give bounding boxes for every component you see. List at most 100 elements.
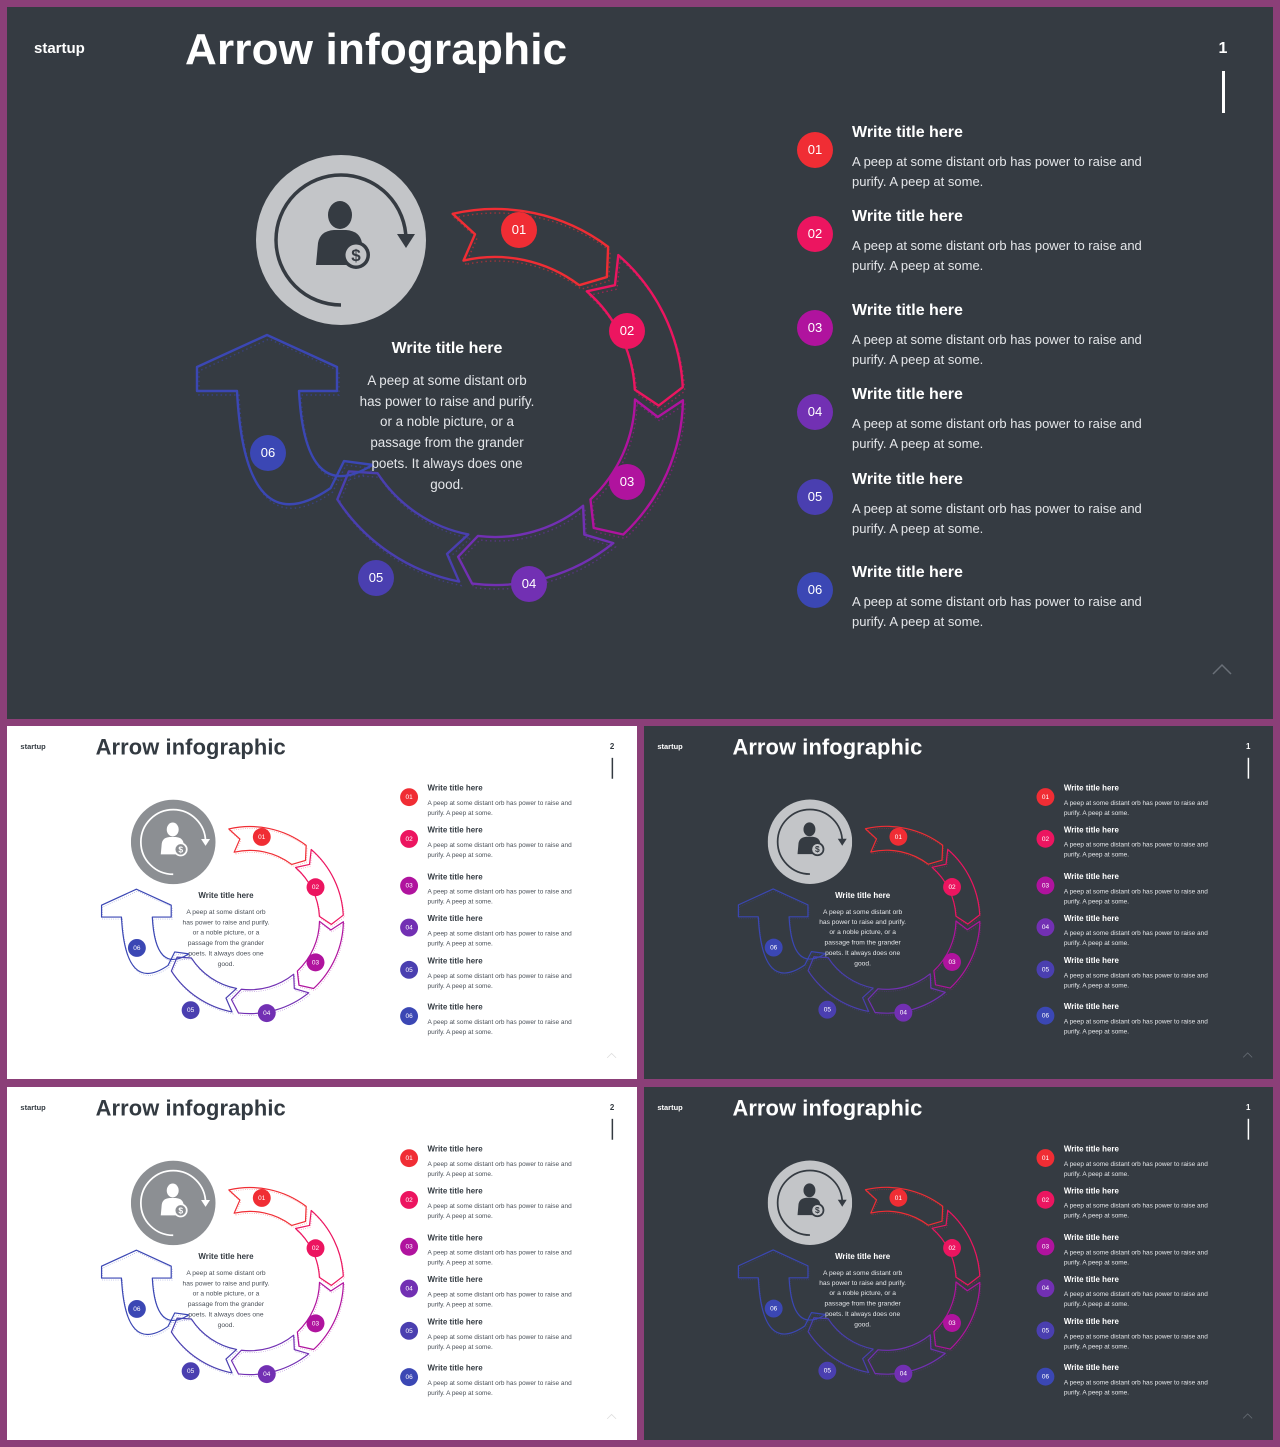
segment-number-03: 03 <box>306 953 325 972</box>
slide-title: Arrow infographic <box>732 734 923 760</box>
center-title: Write title here <box>198 891 254 901</box>
arrow-segment-05 <box>170 956 238 1013</box>
chevron-up-icon[interactable] <box>1242 1052 1253 1058</box>
list-item-title: Write title here <box>1063 1363 1119 1373</box>
list-number-badge: 05 <box>400 1321 419 1340</box>
slide-canvas: startup Arrow infographic 2 $ <box>7 726 637 1079</box>
list-item-title: Write title here <box>427 1317 483 1327</box>
segment-number-06: 06 <box>127 1299 146 1318</box>
segment-number-02: 02 <box>306 1239 325 1258</box>
segment-number-05: 05 <box>358 560 394 596</box>
arrow-segment-shadow <box>591 402 686 540</box>
list-item-description: A peep at some distant orb has power to … <box>427 929 572 947</box>
list-item-title: Write title here <box>427 1364 483 1373</box>
arrow-segment-shadow <box>297 1283 345 1352</box>
list-item-description: A peep at some distant orb has power to … <box>852 238 1142 273</box>
arrow-segment-shadow <box>934 922 982 991</box>
chevron-up-icon[interactable] <box>606 1413 617 1420</box>
arrow-segment-05 <box>807 956 874 1013</box>
svg-text:$: $ <box>351 246 361 265</box>
svg-text:$: $ <box>178 844 183 854</box>
segment-number-04: 04 <box>894 1364 913 1383</box>
chevron-up-icon[interactable] <box>1212 663 1232 675</box>
list-item-title: Write title here <box>1063 872 1119 882</box>
arrow-segment-01 <box>451 207 610 287</box>
chevron-up-icon[interactable] <box>1242 1413 1253 1419</box>
list-item-description: A peep at some distant orb has power to … <box>427 1160 572 1178</box>
arrow-cycle-diagram <box>100 1186 345 1377</box>
slide-main: startup Arrow infographic 1 $ <box>7 7 1273 719</box>
list-item-description: A peep at some distant orb has power to … <box>427 1018 572 1036</box>
list-number-badge: 01 <box>400 1149 419 1168</box>
chevron-up-icon[interactable] <box>606 1052 617 1059</box>
list-number-badge: 05 <box>400 960 419 979</box>
list-item-title: Write title here <box>427 1233 483 1243</box>
list-item-title: Write title here <box>427 914 483 924</box>
arrow-segment-shadow <box>338 474 472 587</box>
slide-thumb-4[interactable]: startup Arrow infographic 1 $ <box>644 1087 1273 1440</box>
list-number-badge: 04 <box>1036 1279 1055 1298</box>
center-title: Write title here <box>198 1252 254 1262</box>
slide-thumb-2[interactable]: startup Arrow infographic 1 $ <box>644 726 1273 1079</box>
segment-number-05: 05 <box>818 1000 837 1019</box>
list-item-description: A peep at some distant orb has power to … <box>1063 929 1208 947</box>
list-number-badge: 04 <box>1036 918 1055 937</box>
arrow-segment-01 <box>228 825 307 866</box>
page-indicator-bar <box>1222 71 1225 113</box>
page-number: 2 <box>609 1103 615 1112</box>
page-indicator-bar <box>611 757 614 779</box>
list-item-title: Write title here <box>1063 1275 1119 1284</box>
circular-arrow-icon <box>139 808 211 876</box>
circular-arrow-icon <box>139 1169 211 1237</box>
list-number-badge: 06 <box>400 1007 419 1026</box>
list-item-title: Write title here <box>1063 956 1119 965</box>
list-item-description: A peep at some distant orb has power to … <box>1063 1201 1208 1220</box>
slide-thumb-3[interactable]: startup Arrow infographic 2 $ <box>7 1087 637 1440</box>
slide-thumb-1[interactable]: startup Arrow infographic 2 $ <box>7 726 637 1079</box>
list-item-description: A peep at some distant orb has power to … <box>427 887 572 906</box>
segment-number-04: 04 <box>257 1365 276 1384</box>
list-number-badge: 04 <box>400 1279 419 1298</box>
arrow-segment-04 <box>867 973 946 1014</box>
center-icon-disc: $ <box>130 1160 216 1246</box>
arrow-segment-shadow <box>102 1251 191 1337</box>
list-item-title: Write title here <box>852 471 963 488</box>
list-item-title: Write title here <box>427 1145 483 1154</box>
list-item-description: A peep at some distant orb has power to … <box>1063 799 1208 817</box>
arrow-segment-03 <box>296 920 344 990</box>
list-item-title: Write title here <box>427 826 483 835</box>
list-item-title: Write title here <box>852 124 963 141</box>
list-item-title: Write title here <box>427 1275 483 1285</box>
slide-title: Arrow infographic <box>732 1095 923 1121</box>
segment-number-05: 05 <box>181 1001 200 1020</box>
arrow-segment-03 <box>933 920 981 989</box>
list-item-description: A peep at some distant orb has power to … <box>1063 1160 1208 1178</box>
arrow-segment-shadow <box>459 508 617 590</box>
arrow-segment-05 <box>170 1317 238 1374</box>
arrow-segment-shadow <box>297 922 345 991</box>
arrow-segment-03 <box>933 1281 981 1350</box>
list-item-title: Write title here <box>1063 784 1119 793</box>
list-number-badge: 02 <box>1036 1190 1055 1209</box>
center-title: Write title here <box>835 891 891 900</box>
slide-canvas: startup Arrow infographic 1 $ <box>644 726 1273 1079</box>
brand-label: startup <box>20 742 46 751</box>
arrow-segment-03 <box>589 398 685 536</box>
list-item-title: Write title here <box>852 208 963 225</box>
segment-number-03: 03 <box>609 464 645 500</box>
list-number-badge: 02 <box>400 1191 419 1209</box>
arrow-cycle-diagram <box>737 1186 982 1377</box>
segment-number-01: 01 <box>252 1189 271 1207</box>
list-item-description: A peep at some distant orb has power to … <box>427 1379 572 1397</box>
brand-label: startup <box>20 1103 46 1112</box>
segment-number-06: 06 <box>764 938 783 957</box>
svg-text:$: $ <box>815 1205 820 1215</box>
center-icon-disc: $ <box>767 799 853 884</box>
list-item-title: Write title here <box>427 956 483 966</box>
brand-label: startup <box>657 1103 683 1112</box>
list-item-title: Write title here <box>852 564 963 581</box>
arrow-segment-06 <box>195 333 374 506</box>
list-number-badge: 02 <box>1036 829 1055 848</box>
list-item-description: A peep at some distant orb has power to … <box>1063 1017 1208 1036</box>
center-description: A peep at some distant orb has power to … <box>819 907 906 967</box>
